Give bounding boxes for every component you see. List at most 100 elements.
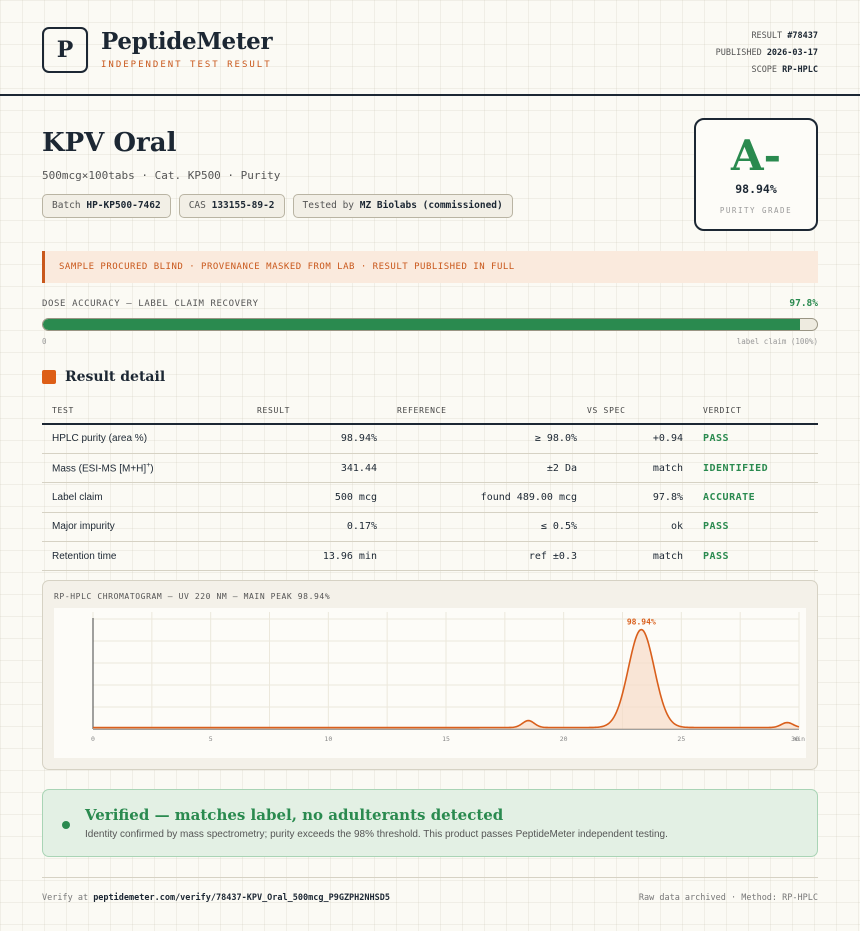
blind-notice: SAMPLE PROCURED BLIND · PROVENANCE MASKE… (42, 251, 818, 283)
cell-test: Retention time (42, 541, 197, 572)
cell-result: 0.17% (197, 512, 387, 543)
x-tick-label: 25 (677, 735, 685, 743)
tested-value: MZ Biolabs (commissioned) (359, 200, 503, 211)
published-label: PUBLISHED (715, 48, 762, 58)
cell-verdict: PASS (693, 512, 818, 543)
tested-label: Tested by (302, 200, 355, 211)
batch-chip: Batch HP-KP500-7462 (42, 194, 171, 218)
published-row: PUBLISHED 2026-03-17 (716, 45, 818, 62)
cas-label: CAS (188, 200, 206, 211)
dose-progress-bar (42, 318, 818, 331)
cell-test-superscript: + (146, 461, 151, 469)
cell-test: HPLC purity (area %) (42, 424, 197, 454)
section-marker-icon (42, 370, 56, 384)
signal-line (93, 628, 800, 729)
verified-dot-icon (62, 821, 70, 829)
cell-reference: ≤ 0.5% (387, 512, 587, 543)
footer-method: Raw data archived · Method: RP-HPLC (638, 893, 818, 903)
cell-result: 500 mcg (197, 482, 387, 513)
page-header: P PeptideMeter INDEPENDENT TEST RESULT R… (0, 0, 860, 96)
batch-value: HP-KP500-7462 (86, 200, 161, 211)
x-unit-label: min (793, 735, 805, 743)
table-row: Label claim 500 mcg found 489.00 mcg 97.… (42, 482, 818, 513)
scope-label: SCOPE (751, 65, 778, 75)
section-title: Result detail (65, 369, 166, 385)
cell-test: Major impurity (42, 512, 197, 543)
logo-icon: P (42, 27, 88, 73)
x-tick-label: 0 (91, 735, 95, 743)
grade-purity: 98.94% (735, 182, 777, 196)
purity-grade-card: A- 98.94% PURITY GRADE (694, 118, 818, 231)
cell-verdict: PASS (693, 541, 818, 572)
result-id-value: #78437 (787, 31, 818, 41)
brand-subtitle: INDEPENDENT TEST RESULT (101, 60, 272, 70)
footer-divider (42, 877, 818, 878)
result-id-row: RESULT #78437 (716, 28, 818, 45)
x-tick-label: 30 (791, 735, 799, 743)
cell-reference: found 489.00 mcg (387, 482, 587, 513)
plot-background (54, 608, 806, 758)
dose-label: DOSE ACCURACY — LABEL CLAIM RECOVERY (42, 299, 259, 309)
cell-verdict: ACCURATE (693, 482, 818, 513)
footer-verify: Verify at peptidemeter.com/verify/78437-… (42, 893, 390, 903)
result-meta: RESULT #78437 PUBLISHED 2026-03-17 SCOPE… (716, 28, 818, 79)
cell-test: Mass (ESI-MS [M+H]+) (42, 453, 197, 484)
signal-area (93, 629, 799, 729)
dose-progress-fill (43, 319, 800, 330)
cell-verdict: PASS (693, 424, 818, 454)
grade-letter: A- (730, 131, 782, 180)
results-table: TEST RESULT REFERENCE VS SPEC VERDICT HP… (42, 398, 818, 572)
cell-reference: ±2 Da (387, 453, 587, 484)
cas-chip: CAS 133155-89-2 (178, 194, 285, 218)
verify-label: Verify at (42, 893, 89, 903)
product-title: KPV Oral (42, 128, 177, 158)
grade-label: PURITY GRADE (719, 206, 793, 215)
cell-verdict: IDENTIFIED (693, 453, 818, 484)
verified-text: Identity confirmed by mass spectrometry;… (85, 829, 668, 840)
cas-value: 133155-89-2 (211, 200, 275, 211)
chart-title: RP-HPLC CHROMATOGRAM — UV 220 NM — MAIN … (54, 592, 331, 601)
table-row: Retention time 13.96 min ref ±0.3 match … (42, 541, 818, 572)
cell-test-text: Mass (ESI-MS [M+H] (52, 463, 147, 475)
verify-link[interactable]: peptidemeter.com/verify/78437-KPV_Oral_5… (93, 893, 390, 903)
brand-name: PeptideMeter (101, 28, 273, 55)
cell-reference: ≥ 98.0% (387, 424, 587, 454)
col-header-verdict: VERDICT (693, 398, 818, 425)
x-tick-label: 10 (324, 735, 332, 743)
published-value: 2026-03-17 (766, 48, 818, 58)
table-header-row: TEST RESULT REFERENCE VS SPEC VERDICT (42, 398, 818, 425)
cell-vs-spec: match (587, 453, 693, 484)
batch-label: Batch (52, 200, 81, 211)
x-tick-label: 20 (560, 735, 568, 743)
result-id-label: RESULT (751, 31, 783, 41)
col-header-test: TEST (42, 398, 197, 425)
scope-row: SCOPE RP-HPLC (716, 62, 818, 79)
col-header-result: RESULT (197, 398, 387, 425)
cell-reference: ref ±0.3 (387, 541, 587, 572)
dose-min-label: 0 (42, 337, 47, 346)
cell-vs-spec: +0.94 (587, 424, 693, 454)
tested-by-chip: Tested by MZ Biolabs (commissioned) (292, 194, 513, 218)
col-header-reference: REFERENCE (387, 398, 587, 425)
table-row: Major impurity 0.17% ≤ 0.5% ok PASS (42, 512, 818, 543)
cell-test-end: ) (150, 463, 154, 475)
cell-result: 341.44 (197, 453, 387, 484)
table-row: Mass (ESI-MS [M+H]+) 341.44 ±2 Da match … (42, 453, 818, 484)
cell-result: 13.96 min (197, 541, 387, 572)
cell-vs-spec: match (587, 541, 693, 572)
cell-test: Label claim (42, 482, 197, 513)
x-tick-label: 15 (442, 735, 450, 743)
peak-label: 98.94% (627, 618, 656, 627)
cell-vs-spec: ok (587, 512, 693, 543)
verified-title: Verified — matches label, no adulterants… (85, 806, 504, 824)
cell-vs-spec: 97.8% (587, 482, 693, 513)
verified-banner: Verified — matches label, no adulterants… (42, 789, 818, 857)
dose-max-label: label claim (100%) (736, 337, 818, 346)
product-subtitle: 500mcg×100tabs · Cat. KP500 · Purity (42, 169, 281, 182)
chromatogram-panel: RP-HPLC CHROMATOGRAM — UV 220 NM — MAIN … (42, 580, 818, 770)
product-chips: Batch HP-KP500-7462 CAS 133155-89-2 Test… (42, 194, 513, 218)
dose-value: 97.8% (789, 298, 818, 309)
table-row: HPLC purity (area %) 98.94% ≥ 98.0% +0.9… (42, 424, 818, 454)
x-tick-label: 5 (209, 735, 213, 743)
